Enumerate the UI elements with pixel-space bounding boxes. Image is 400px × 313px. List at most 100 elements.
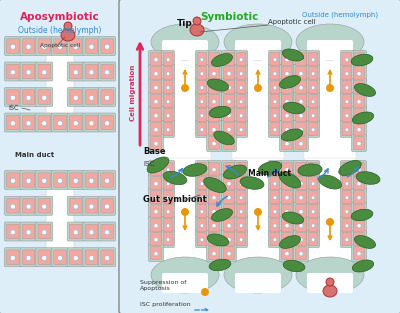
FancyBboxPatch shape <box>208 190 220 203</box>
FancyBboxPatch shape <box>101 198 114 213</box>
FancyBboxPatch shape <box>208 136 220 150</box>
FancyBboxPatch shape <box>22 198 35 213</box>
FancyBboxPatch shape <box>150 162 162 176</box>
FancyBboxPatch shape <box>195 79 208 95</box>
FancyBboxPatch shape <box>83 171 100 189</box>
FancyBboxPatch shape <box>195 230 208 248</box>
FancyBboxPatch shape <box>36 62 53 81</box>
Circle shape <box>89 204 94 209</box>
Circle shape <box>299 182 303 186</box>
Circle shape <box>345 182 349 186</box>
FancyBboxPatch shape <box>340 230 354 248</box>
FancyBboxPatch shape <box>340 121 354 137</box>
Circle shape <box>42 230 47 235</box>
FancyBboxPatch shape <box>280 135 294 151</box>
FancyBboxPatch shape <box>296 246 306 259</box>
FancyBboxPatch shape <box>54 173 66 187</box>
Circle shape <box>105 230 110 235</box>
Circle shape <box>345 58 349 62</box>
FancyBboxPatch shape <box>197 80 207 94</box>
FancyBboxPatch shape <box>352 217 366 233</box>
Circle shape <box>273 128 277 131</box>
FancyBboxPatch shape <box>268 217 282 233</box>
FancyBboxPatch shape <box>308 232 318 246</box>
FancyBboxPatch shape <box>22 115 35 130</box>
Circle shape <box>311 72 315 75</box>
Circle shape <box>311 238 315 242</box>
Ellipse shape <box>282 212 304 224</box>
Circle shape <box>227 182 231 186</box>
Circle shape <box>299 127 303 132</box>
Ellipse shape <box>339 161 361 176</box>
FancyBboxPatch shape <box>354 136 364 150</box>
Ellipse shape <box>209 106 231 118</box>
FancyBboxPatch shape <box>308 108 318 122</box>
Ellipse shape <box>298 164 322 176</box>
FancyBboxPatch shape <box>340 93 354 110</box>
Circle shape <box>311 196 315 199</box>
Circle shape <box>200 182 204 186</box>
FancyBboxPatch shape <box>296 66 306 80</box>
Circle shape <box>299 209 303 214</box>
FancyBboxPatch shape <box>294 135 308 151</box>
FancyBboxPatch shape <box>99 37 116 55</box>
FancyBboxPatch shape <box>352 79 366 95</box>
Circle shape <box>345 100 349 104</box>
FancyBboxPatch shape <box>150 218 162 232</box>
Circle shape <box>239 58 243 62</box>
Circle shape <box>154 100 158 104</box>
FancyBboxPatch shape <box>83 62 100 81</box>
Circle shape <box>73 95 78 100</box>
FancyBboxPatch shape <box>270 162 280 176</box>
FancyBboxPatch shape <box>148 50 164 68</box>
Circle shape <box>200 210 204 213</box>
Circle shape <box>273 210 277 213</box>
FancyBboxPatch shape <box>308 176 318 190</box>
FancyBboxPatch shape <box>236 80 246 94</box>
FancyBboxPatch shape <box>352 175 366 192</box>
Circle shape <box>227 58 231 62</box>
FancyBboxPatch shape <box>222 244 236 261</box>
FancyBboxPatch shape <box>268 79 282 95</box>
Circle shape <box>181 84 189 92</box>
Circle shape <box>227 238 231 242</box>
FancyBboxPatch shape <box>20 62 37 81</box>
Circle shape <box>154 209 158 214</box>
Circle shape <box>154 114 158 118</box>
FancyBboxPatch shape <box>268 230 282 248</box>
FancyBboxPatch shape <box>206 230 222 248</box>
Text: Aposymbiotic: Aposymbiotic <box>20 12 100 22</box>
Circle shape <box>58 44 62 49</box>
FancyBboxPatch shape <box>85 39 98 53</box>
Circle shape <box>299 85 303 90</box>
FancyBboxPatch shape <box>352 135 366 151</box>
FancyBboxPatch shape <box>67 62 84 81</box>
Circle shape <box>212 141 216 146</box>
Circle shape <box>73 70 78 75</box>
Circle shape <box>154 141 158 146</box>
FancyBboxPatch shape <box>224 162 234 176</box>
Circle shape <box>73 121 78 126</box>
Circle shape <box>166 72 170 75</box>
FancyBboxPatch shape <box>308 80 318 94</box>
Circle shape <box>357 114 361 118</box>
Circle shape <box>26 255 31 260</box>
FancyBboxPatch shape <box>67 171 84 189</box>
FancyBboxPatch shape <box>150 122 162 136</box>
Circle shape <box>42 44 47 49</box>
FancyBboxPatch shape <box>294 217 308 233</box>
FancyBboxPatch shape <box>99 222 116 241</box>
Circle shape <box>89 70 94 75</box>
FancyBboxPatch shape <box>36 171 53 189</box>
FancyBboxPatch shape <box>208 108 220 121</box>
FancyBboxPatch shape <box>148 135 164 151</box>
Text: ISC proliferation: ISC proliferation <box>140 302 191 307</box>
FancyBboxPatch shape <box>4 222 21 241</box>
FancyBboxPatch shape <box>67 37 84 55</box>
Circle shape <box>273 58 277 62</box>
Ellipse shape <box>240 177 264 189</box>
FancyBboxPatch shape <box>208 80 220 94</box>
Circle shape <box>285 114 289 118</box>
FancyBboxPatch shape <box>234 93 248 110</box>
FancyBboxPatch shape <box>306 175 320 192</box>
